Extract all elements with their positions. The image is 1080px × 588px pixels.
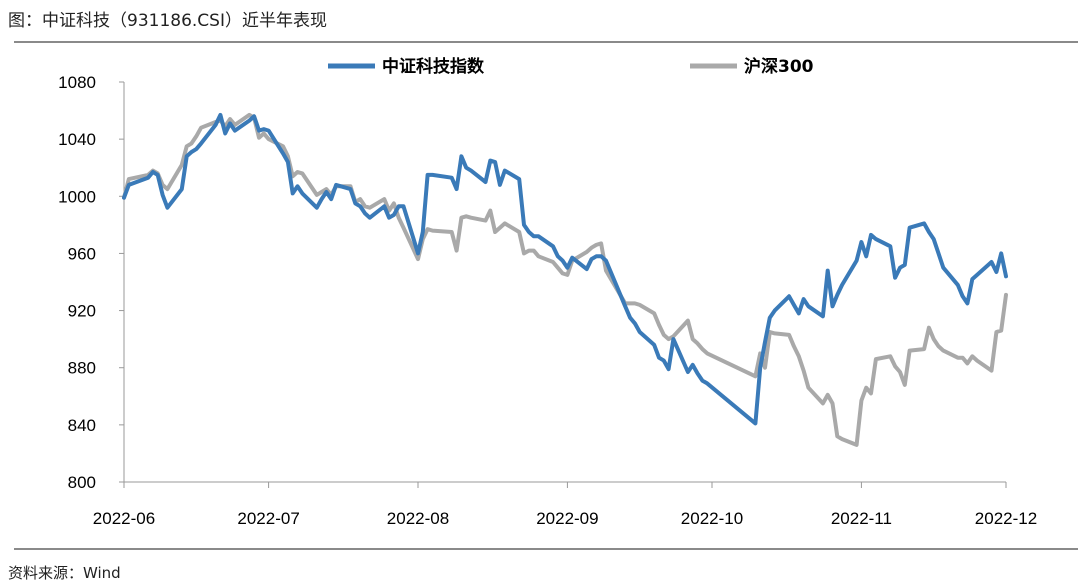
x-tick-label: 2022-06 xyxy=(93,509,155,528)
y-axis: 800 840 880 920 960 1000 1040 1080 xyxy=(58,73,125,492)
source-note: 资料来源：Wind xyxy=(8,564,121,582)
y-tick-label: 920 xyxy=(68,302,96,321)
x-tick-label: 2022-10 xyxy=(681,509,743,528)
series-layer xyxy=(122,112,1008,447)
figure-caption: 图：中证科技（931186.CSI）近半年表现 xyxy=(8,11,327,31)
legend-label-series-2: 沪深300 xyxy=(744,56,814,77)
y-tick-label: 1040 xyxy=(58,130,96,149)
legend: 中证科技指数 沪深300 xyxy=(328,56,814,77)
y-tick-label: 960 xyxy=(68,244,96,263)
y-tick-label: 1080 xyxy=(58,73,96,92)
y-tick-label: 1000 xyxy=(58,187,96,206)
legend-label-series-1: 中证科技指数 xyxy=(382,56,485,77)
x-tick-label: 2022-08 xyxy=(387,509,449,528)
series-line-1 xyxy=(122,112,1008,426)
x-axis: 2022-06 2022-07 2022-08 2022-09 2022-10 2022-… xyxy=(93,481,1037,528)
y-tick-label: 800 xyxy=(68,473,96,492)
y-tick-label: 880 xyxy=(68,359,96,378)
x-tick-label: 2022-09 xyxy=(536,509,598,528)
x-tick-label: 2022-07 xyxy=(237,509,299,528)
x-tick-label: 2022-12 xyxy=(975,509,1037,528)
series-line-2 xyxy=(122,112,1008,447)
y-tick-label: 840 xyxy=(68,416,96,435)
x-tick-label: 2022-11 xyxy=(831,509,892,528)
